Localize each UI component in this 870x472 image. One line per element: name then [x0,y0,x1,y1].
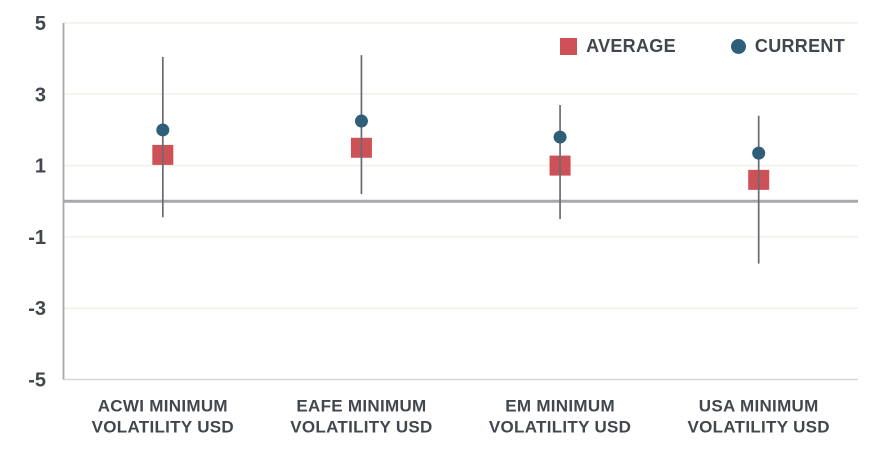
category-label: USA MINIMUM VOLATILITY USD [687,397,829,437]
current-marker [354,114,368,128]
y-axis-tick-label: 1 [35,156,46,178]
category-label: EM MINIMUM VOLATILITY USD [489,397,631,437]
category-label: EAFE MINIMUM VOLATILITY USD [290,397,432,437]
legend-label-current: CURRENT [754,36,845,56]
legend-label-average: AVERAGE [586,36,676,56]
y-axis-tick-label: 5 [35,13,46,35]
current-marker [156,123,170,137]
current-marker [553,130,567,144]
y-axis-tick-label: -5 [28,370,46,392]
category-label: ACWI MINIMUM VOLATILITY USD [92,397,234,437]
legend-item-current: CURRENT [730,36,845,57]
current-circle-icon [730,39,746,54]
chart-legend: AVERAGE CURRENT [560,36,845,57]
average-square-icon [560,38,578,55]
legend-item-average: AVERAGE [560,36,676,57]
y-axis-tick-label: 3 [35,84,46,106]
current-marker [752,146,766,160]
y-axis-tick-label: -3 [28,298,46,320]
y-axis-tick-label: -1 [28,227,46,249]
